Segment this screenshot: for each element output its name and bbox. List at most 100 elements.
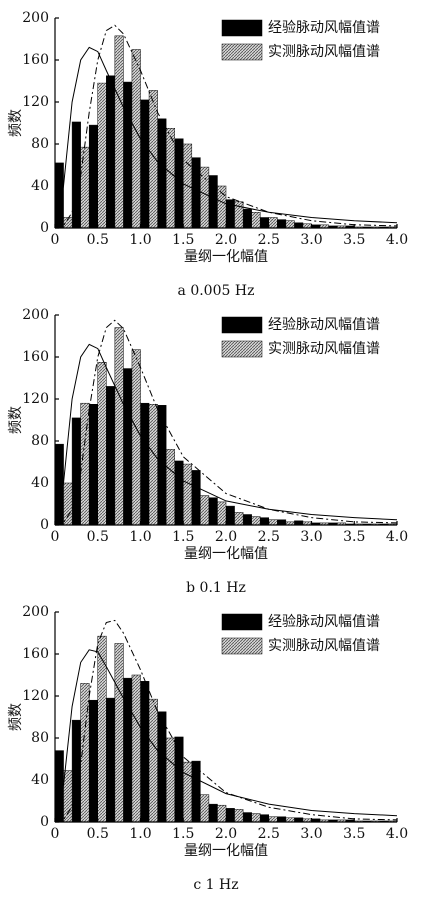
bar [234, 809, 244, 823]
x-tick-label: 3.5 [343, 232, 365, 248]
legend-label: 经验脉动风幅值谱 [268, 614, 380, 630]
bar [251, 516, 261, 526]
legend-label: 经验脉动风幅值谱 [268, 20, 380, 36]
bar [191, 470, 201, 526]
bar [165, 128, 175, 229]
x-tick-label: 2.0 [215, 529, 237, 545]
x-axis-label: 量纲一化幅值 [184, 843, 268, 859]
bar [165, 449, 175, 526]
bar [242, 514, 252, 526]
x-axis-label: 量纲一化幅值 [184, 249, 268, 265]
curve [54, 343, 398, 526]
x-tick-label: 0 [51, 232, 60, 248]
bar [285, 817, 295, 823]
x-tick-label: 1.0 [129, 826, 151, 842]
x-tick-label: 2.5 [258, 232, 280, 248]
bar [259, 814, 270, 823]
y-axis-label: 频数 [8, 703, 24, 731]
legend-label: 实测脉动风幅值谱 [268, 341, 380, 357]
y-axis-label: 频数 [8, 109, 24, 137]
x-tick-label: 4.0 [386, 232, 408, 248]
bar [225, 505, 235, 526]
bar [200, 495, 210, 526]
bar [165, 737, 175, 823]
y-tick-label: 40 [31, 772, 49, 788]
x-tick-label: 0.5 [87, 529, 109, 545]
bar [54, 750, 64, 823]
bar [200, 794, 210, 823]
bar [97, 82, 107, 229]
x-axis-label: 量纲一化幅值 [184, 546, 268, 562]
bar [277, 219, 287, 229]
bar [131, 49, 141, 229]
bar [268, 816, 278, 823]
bar [294, 817, 304, 823]
y-tick-label: 160 [22, 646, 49, 662]
x-tick-label: 4.0 [386, 826, 408, 842]
x-tick-label: 1.5 [172, 826, 194, 842]
y-tick-label: 0 [40, 517, 49, 533]
bar [114, 35, 124, 229]
bar [54, 162, 64, 229]
curve [54, 319, 398, 526]
x-tick-label: 3.5 [343, 826, 365, 842]
x-tick-label: 1.0 [129, 529, 151, 545]
x-tick-label: 2.5 [258, 826, 280, 842]
x-tick-label: 4.0 [386, 529, 408, 545]
bar [106, 386, 116, 526]
legend-swatch [221, 340, 263, 358]
bar [234, 512, 244, 526]
legend-label: 实测脉动风幅值谱 [268, 44, 380, 60]
x-tick-label: 1.5 [172, 232, 194, 248]
legend-label: 经验脉动风幅值谱 [268, 317, 380, 333]
y-tick-label: 120 [22, 94, 49, 110]
curve [54, 46, 398, 229]
bar [106, 75, 116, 229]
y-tick-label: 200 [22, 307, 49, 323]
x-tick-label: 1.0 [129, 232, 151, 248]
x-tick-label: 0 [51, 529, 60, 545]
y-tick-label: 80 [31, 730, 49, 746]
bar [302, 223, 312, 229]
bar [63, 482, 73, 526]
bar [294, 520, 304, 526]
legend-swatch [221, 637, 263, 655]
bar [208, 497, 218, 526]
bar [123, 368, 133, 526]
bar [123, 81, 133, 229]
y-tick-label: 0 [40, 220, 49, 236]
bar [174, 460, 184, 526]
bar [200, 166, 210, 229]
bar [242, 812, 252, 823]
bar [88, 699, 98, 823]
x-tick-label: 1.5 [172, 529, 194, 545]
bar [225, 808, 235, 823]
bar [54, 443, 64, 526]
y-tick-label: 200 [22, 604, 49, 620]
x-tick-label: 3.0 [300, 232, 322, 248]
bar [140, 681, 150, 823]
bar [217, 501, 227, 526]
bar [242, 208, 252, 229]
x-tick-label: 2.5 [258, 529, 280, 545]
legend-swatch [221, 43, 263, 61]
caption: a 0.005 Hz [178, 283, 255, 299]
bar [183, 463, 193, 526]
bar [97, 362, 107, 526]
bar [71, 417, 81, 526]
bar [294, 222, 304, 229]
y-tick-label: 40 [31, 178, 49, 194]
bar [148, 698, 158, 823]
curve [54, 619, 398, 823]
bar [106, 697, 116, 823]
bar [131, 349, 141, 526]
bar [114, 327, 124, 526]
bar [80, 146, 90, 229]
legend-swatch [221, 316, 263, 334]
x-tick-label: 3.0 [300, 826, 322, 842]
bar [268, 217, 278, 229]
bar [157, 711, 167, 823]
y-tick-label: 40 [31, 475, 49, 491]
y-tick-label: 0 [40, 814, 49, 830]
